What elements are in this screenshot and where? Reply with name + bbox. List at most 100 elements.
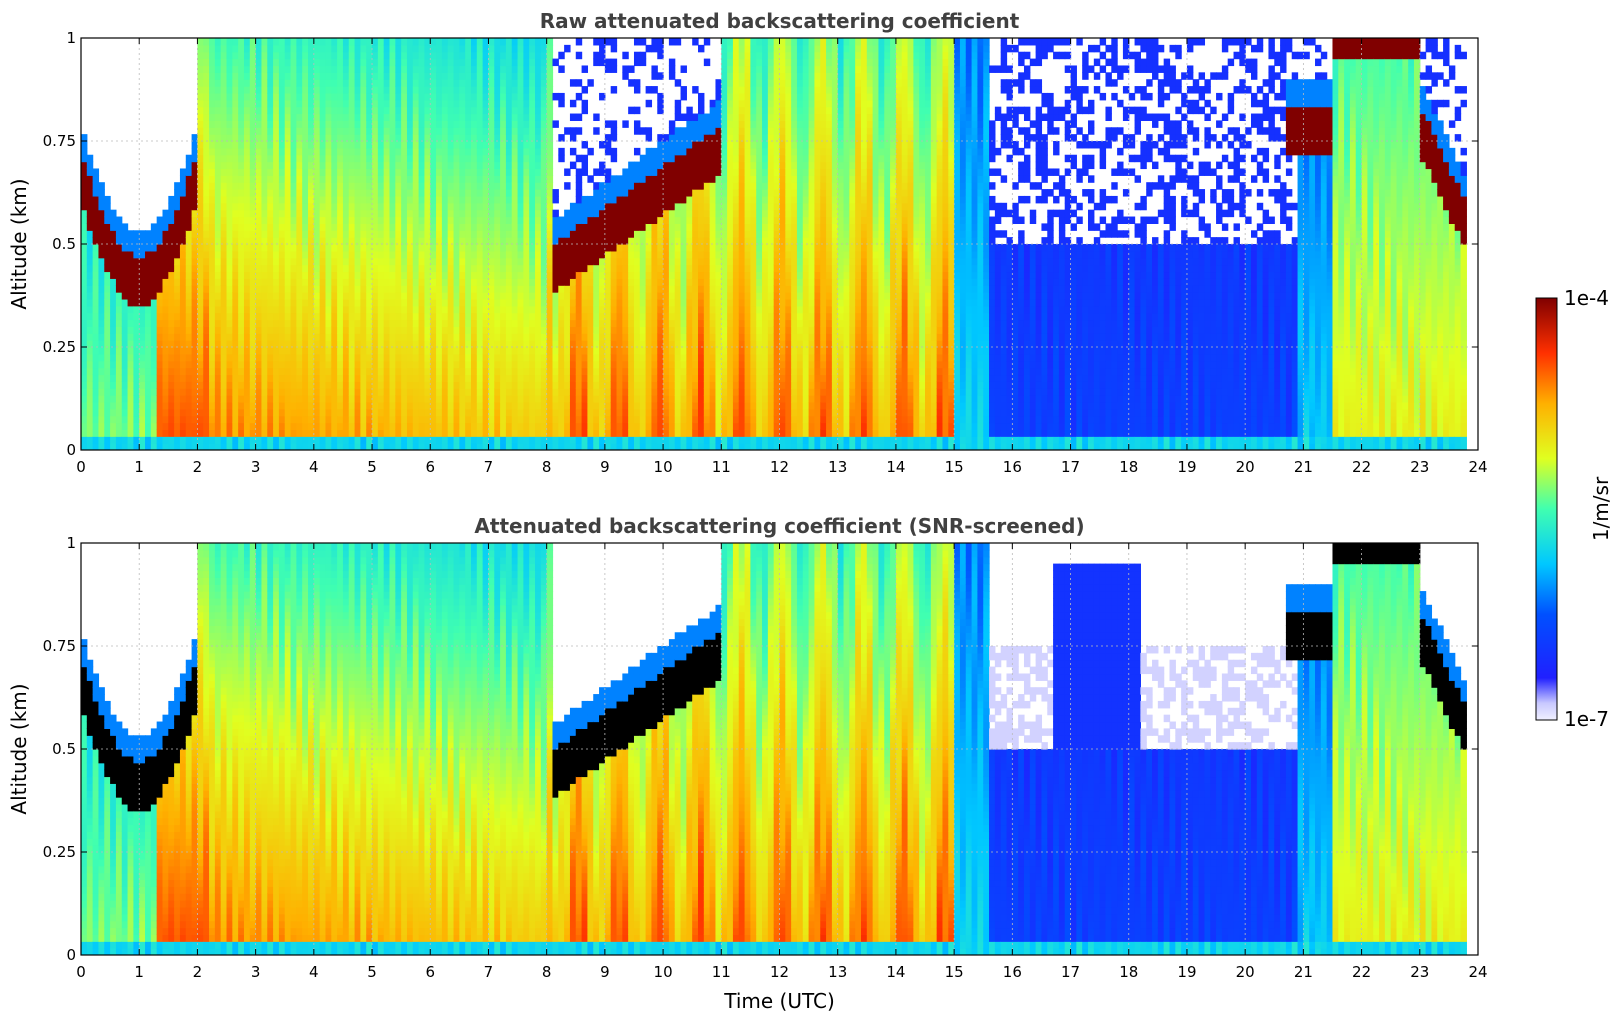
heatmap-cell <box>168 278 175 286</box>
heatmap-cell <box>546 401 554 410</box>
heatmap-cell <box>308 312 315 321</box>
heatmap-cell <box>471 436 478 444</box>
heatmap-cell <box>401 237 408 245</box>
heatmap-cell <box>447 436 455 444</box>
heatmap-cell <box>494 401 501 410</box>
heatmap-cell <box>575 319 583 327</box>
heatmap-cell <box>104 292 111 300</box>
heatmap-cell <box>214 244 222 252</box>
heatmap-cell <box>179 326 187 334</box>
heatmap-cell <box>587 285 594 293</box>
heatmap-cell <box>569 285 577 293</box>
heatmap-cell <box>92 175 100 183</box>
heatmap-cell <box>243 223 251 231</box>
heatmap-cell <box>92 244 100 252</box>
heatmap-cell <box>319 305 327 314</box>
heatmap-cell <box>360 79 367 87</box>
heatmap-cell <box>535 401 542 410</box>
heatmap-cell <box>296 65 303 73</box>
heatmap-cell <box>185 264 193 273</box>
heatmap-cell <box>191 429 199 437</box>
heatmap-cell <box>104 429 111 437</box>
heatmap-cell <box>482 347 490 355</box>
heatmap-cell <box>197 182 204 190</box>
heatmap-cell <box>616 278 623 286</box>
heatmap-cell <box>412 305 420 314</box>
heatmap-cell <box>505 353 513 362</box>
heatmap-cell <box>156 443 164 450</box>
heatmap-cell <box>459 278 466 286</box>
heatmap-cell <box>500 367 507 376</box>
heatmap-cell <box>302 237 309 245</box>
heatmap-cell <box>511 38 519 46</box>
heatmap-cell <box>92 312 100 321</box>
heatmap-cell <box>476 429 484 437</box>
heatmap-cell <box>115 271 123 279</box>
heatmap-cell <box>337 99 344 108</box>
heatmap-cell <box>98 333 105 341</box>
heatmap-cell <box>220 250 228 259</box>
heatmap-cell <box>471 388 478 396</box>
heatmap-cell <box>174 333 181 341</box>
heatmap-cell <box>447 182 455 190</box>
heatmap-cell <box>290 395 297 403</box>
heatmap-cell <box>214 195 222 204</box>
heatmap-cell <box>441 319 449 327</box>
heatmap-cell <box>628 381 635 389</box>
heatmap-cell <box>179 388 187 396</box>
heatmap-cell <box>92 374 100 382</box>
heatmap-cell <box>243 106 251 115</box>
heatmap-cell <box>564 285 571 293</box>
heatmap-cell <box>278 230 286 238</box>
heatmap-cell <box>220 106 228 115</box>
heatmap-cell <box>348 106 356 115</box>
heatmap-cell <box>150 429 158 437</box>
heatmap-cell <box>92 415 100 424</box>
heatmap-cell <box>249 120 257 128</box>
heatmap-cell <box>418 285 426 293</box>
heatmap-cell <box>185 422 193 430</box>
heatmap-cell <box>540 44 548 53</box>
heatmap-cell <box>610 353 618 362</box>
heatmap-cell <box>604 367 612 376</box>
heatmap-cell <box>214 436 222 444</box>
heatmap-cell <box>115 443 123 450</box>
heatmap-cell <box>465 408 472 417</box>
heatmap-cell <box>325 189 332 197</box>
heatmap-cell <box>121 298 129 307</box>
heatmap-cell <box>575 223 583 231</box>
heatmap-cell <box>191 161 199 170</box>
heatmap-cell <box>179 443 187 450</box>
heatmap-cell <box>203 381 210 389</box>
heatmap-cell <box>267 415 274 424</box>
heatmap-cell <box>296 120 303 128</box>
heatmap-cell <box>406 195 414 204</box>
heatmap-cell <box>622 395 629 403</box>
heatmap-cell <box>529 195 536 204</box>
heatmap-cell <box>337 92 344 101</box>
heatmap-cell <box>453 271 460 279</box>
heatmap-cell <box>622 230 629 238</box>
heatmap-cell <box>185 244 193 252</box>
heatmap-cell <box>162 388 169 396</box>
heatmap-cell <box>389 443 396 450</box>
heatmap-cell <box>366 141 373 149</box>
heatmap-cell <box>389 278 396 286</box>
heatmap-cell <box>430 223 437 231</box>
heatmap-cell <box>174 305 181 314</box>
heatmap-cell <box>389 319 396 327</box>
heatmap-cell <box>243 79 251 87</box>
heatmap-cell <box>564 292 571 300</box>
heatmap-cell <box>535 408 542 417</box>
heatmap-cell <box>500 436 507 444</box>
heatmap-cell <box>273 58 280 67</box>
heatmap-cell <box>238 333 245 341</box>
heatmap-cell <box>342 99 350 108</box>
heatmap-cell <box>622 360 629 369</box>
heatmap-cell <box>482 333 490 341</box>
heatmap-cell <box>81 429 88 437</box>
heatmap-cell <box>284 223 292 231</box>
heatmap-cell <box>179 333 187 341</box>
heatmap-cell <box>494 141 501 149</box>
heatmap-cell <box>162 237 169 245</box>
